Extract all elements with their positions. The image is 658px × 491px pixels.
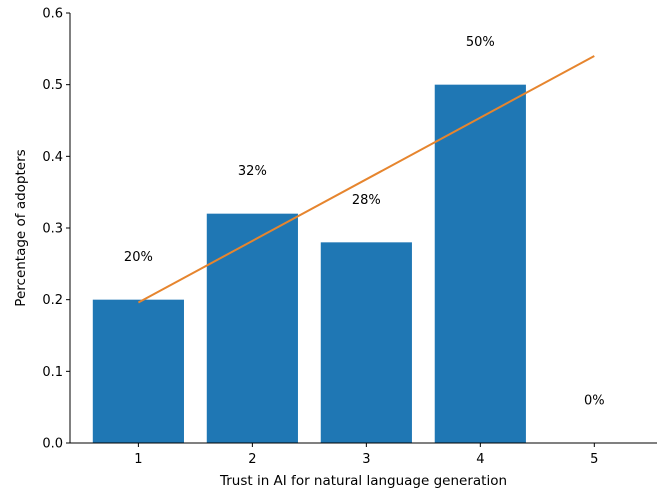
x-tick-label: 5 [590,452,598,467]
data-label: 32% [238,164,267,179]
y-tick-label: 0.4 [42,150,63,165]
bar-3 [320,242,412,443]
data-label: 28% [352,193,381,208]
labels-layer: 20% 32% 28% 50% 0% [124,35,605,408]
y-tick-label: 0.2 [42,293,63,308]
bars-layer [92,84,526,444]
y-tick-label: 0.5 [42,78,63,93]
bar-1 [92,299,184,443]
x-axis-title: Trust in AI for natural language generat… [219,473,507,489]
y-tick-label: 0.6 [42,7,63,22]
trend-layer [137,55,595,304]
data-label: 50% [466,35,495,50]
y-tick-label: 0.0 [42,437,63,452]
x-tick-label: 4 [476,452,484,467]
x-tick-label: 3 [362,452,370,467]
x-tick-label: 1 [134,452,142,467]
bar-2 [206,213,298,443]
bar-4 [434,84,526,444]
trend-line [137,55,595,304]
data-label: 0% [584,394,605,409]
y-tick-label: 0.3 [42,222,63,237]
x-tick-label: 2 [248,452,256,467]
data-label: 20% [124,250,153,265]
axes-layer: 0.0 0.1 0.2 0.3 0.4 0.5 0.6 1 2 3 4 5 [42,7,657,467]
y-tick-label: 0.1 [42,365,63,380]
y-axis-title: Percentage of adopters [13,149,29,306]
